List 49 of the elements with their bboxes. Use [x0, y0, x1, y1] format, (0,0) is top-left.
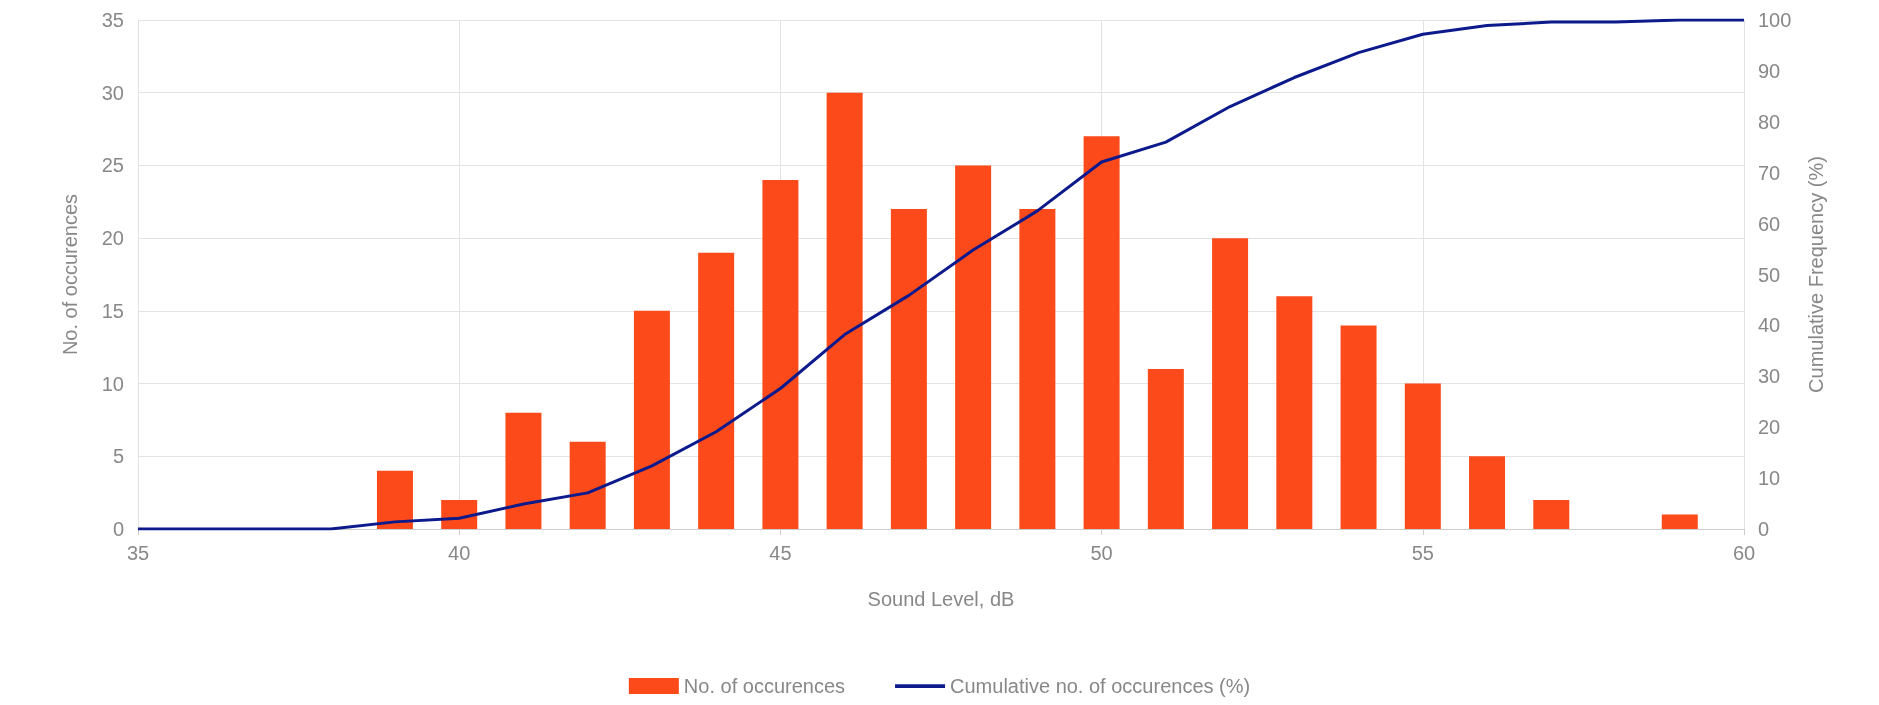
bar — [1276, 296, 1313, 529]
bar — [1340, 325, 1377, 529]
bar — [1147, 369, 1184, 529]
x-tick-label: 35 — [126, 542, 150, 564]
y-tick-label: 0 — [112, 518, 124, 540]
bar — [1212, 238, 1249, 529]
y2-tick-label: 40 — [1758, 314, 1781, 337]
bar — [569, 441, 606, 529]
bar — [1469, 456, 1506, 529]
legend-label: Cumulative no. of occurences (%) — [950, 675, 1251, 697]
y-tick-label: 15 — [101, 299, 124, 322]
y-tick-label: 30 — [101, 81, 124, 104]
bar — [826, 92, 863, 529]
y2-tick-label: 80 — [1758, 110, 1781, 133]
bar — [1533, 499, 1570, 529]
x-tick-label: 55 — [1411, 542, 1434, 564]
legend-label: No. of occurences — [683, 675, 846, 697]
y-tick-label: 5 — [112, 445, 124, 468]
y2-tick-label: 10 — [1758, 467, 1781, 490]
y2-tick-label: 90 — [1758, 59, 1781, 82]
bar — [376, 470, 413, 529]
bar — [1404, 383, 1441, 529]
y2-tick-label: 20 — [1758, 416, 1781, 439]
bar — [633, 310, 670, 529]
y2-tick-label: 60 — [1758, 212, 1781, 235]
y-tick-label: 25 — [101, 154, 124, 177]
bar — [1661, 514, 1698, 529]
y2-tick-label: 70 — [1758, 161, 1781, 184]
y2-tick-label: 100 — [1758, 9, 1792, 31]
y2-tick-label: 0 — [1758, 518, 1770, 540]
y-tick-label: 35 — [101, 9, 124, 31]
bar — [890, 209, 927, 529]
bar — [698, 252, 735, 529]
bar — [1019, 209, 1056, 529]
x-axis-title: Sound Level, dB — [867, 588, 1015, 610]
y-tick-label: 20 — [101, 227, 124, 250]
y2-tick-label: 30 — [1758, 365, 1781, 388]
y2-axis-title: Cumulative Frequency (%) — [1805, 156, 1827, 393]
y-tick-label: 10 — [101, 372, 124, 395]
y2-tick-label: 50 — [1758, 263, 1781, 286]
bar — [1083, 136, 1120, 529]
bar — [505, 412, 542, 529]
x-tick-label: 60 — [1732, 542, 1756, 564]
y-axis-title: No. of occurences — [59, 193, 81, 356]
bar — [762, 179, 799, 529]
x-tick-label: 45 — [769, 542, 792, 564]
x-tick-label: 50 — [1090, 542, 1113, 564]
x-tick-label: 40 — [448, 542, 471, 564]
bar — [955, 165, 992, 529]
